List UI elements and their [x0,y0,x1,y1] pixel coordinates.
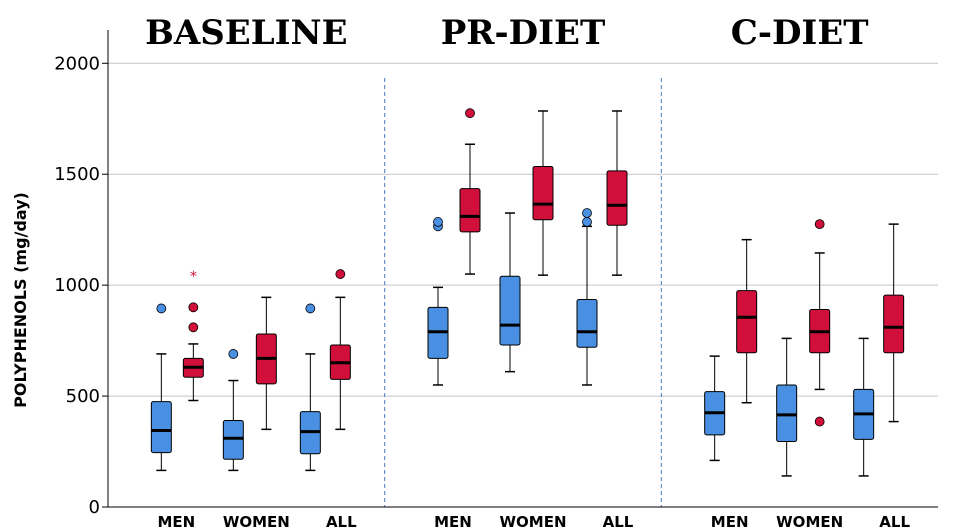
panel-title: C-DIET [731,13,869,53]
outlier-point [188,302,199,313]
x-category-label: MEN [157,513,195,529]
outlier-point [156,303,167,314]
outlier-point [433,217,443,227]
x-category-label: WOMEN [223,513,290,529]
box-group_b [255,296,277,431]
y-tick-label: 1000 [54,275,100,296]
x-category-label: ALL [603,513,634,529]
y-tick-label: 2000 [54,53,100,74]
x-category-label: WOMEN [499,513,566,529]
box-iqr [883,294,905,354]
box-iqr [499,275,521,346]
box-group_a [776,337,798,477]
box-iqr [532,165,554,221]
box-group_a [499,212,521,373]
outlier-point [582,217,592,227]
y-tick-label: 1500 [54,164,100,185]
box-group_a [576,208,598,386]
y-axis-label: POLYPHENOLS (mg/day) [11,192,30,408]
boxes: * [150,108,905,477]
box-group_a [299,303,321,472]
outlier-point [228,349,239,359]
y-tick-label: 500 [66,386,100,407]
box-group_a [427,217,449,386]
box-group_b [532,110,554,276]
outlier-point [465,108,475,119]
box-group_b [883,223,905,423]
axes [102,30,938,508]
box-group_a [222,349,244,472]
box-iqr [736,290,758,354]
box-group_a [853,337,875,477]
panel-title: PR-DIET [441,13,606,53]
box-iqr [576,299,598,348]
box-iqr [459,188,481,233]
outlier-point [582,208,592,218]
outlier-point [188,322,199,333]
outlier-point [335,269,346,279]
x-category-label: MEN [711,513,749,529]
box-group_b [736,238,758,404]
panel-title: BASELINE [145,13,347,53]
box-group_b [809,219,831,427]
box-iqr [150,401,172,454]
outlier-extreme: * [190,269,197,285]
outlier-point [305,303,316,314]
x-category-label: WOMEN [776,513,843,529]
box-group_b: * [182,269,204,402]
box-group_b [459,108,481,275]
box-group_b [329,269,351,431]
x-category-label: ALL [326,513,357,529]
box-iqr [776,384,798,443]
box-iqr [222,419,244,460]
box-group_a [150,303,172,472]
y-tick-label: 0 [89,497,100,518]
outlier-point [814,219,825,230]
x-category-label: MEN [434,513,472,529]
labels: 0 500 1000 1500 2000 BASELINE MEN WOMEN ALL PR-DI… [54,13,910,529]
gridlines [108,62,938,507]
outlier-point [814,416,825,427]
box-group_b [606,110,628,276]
box-group_a [704,355,726,462]
x-category-label: ALL [879,513,910,529]
box-iqr [606,170,628,226]
